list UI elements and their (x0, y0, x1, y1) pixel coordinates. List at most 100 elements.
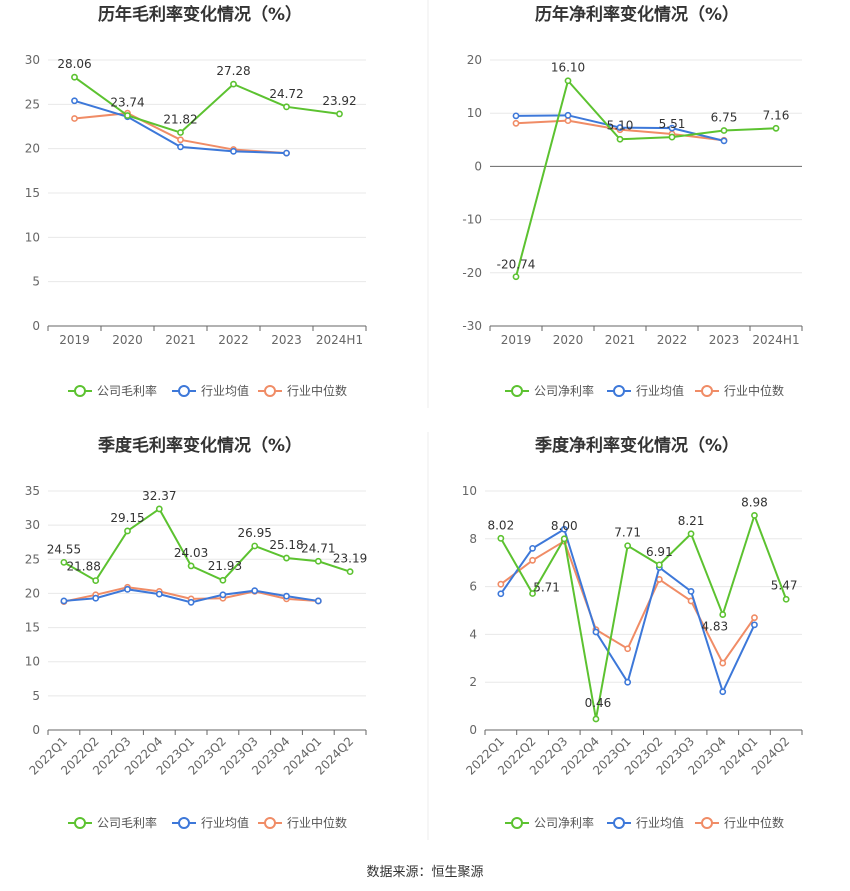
data-point (497, 534, 505, 542)
data-point (71, 115, 78, 122)
x-tick-label: 2022 (218, 333, 249, 347)
data-point (560, 535, 568, 543)
y-tick-label: -20 (462, 266, 482, 280)
data-label: 16.10 (551, 61, 585, 75)
data-point (230, 147, 237, 155)
legend-item[interactable]: 公司毛利率 (97, 383, 157, 398)
y-tick-label: 10 (25, 230, 40, 244)
data-point (720, 127, 728, 134)
data-point (624, 645, 632, 653)
y-tick-label: 10 (25, 655, 40, 669)
data-point (687, 587, 695, 595)
data-point (346, 568, 354, 576)
data-label: 23.19 (333, 552, 367, 566)
data-point (616, 135, 624, 143)
y-tick-label: 30 (25, 53, 40, 67)
data-point (687, 530, 695, 538)
data-label: 32.37 (142, 489, 176, 503)
legend-item[interactable]: 行业中位数 (724, 383, 784, 398)
y-tick-label: 4 (469, 627, 477, 641)
data-point (219, 591, 227, 599)
series-line-avg (500, 527, 756, 695)
y-tick-label: -10 (462, 213, 482, 227)
legend-item[interactable]: 行业中位数 (724, 815, 784, 830)
data-point (624, 678, 632, 686)
y-tick-label: 0 (32, 723, 40, 737)
data-point (71, 73, 78, 81)
data-label: 21.88 (67, 560, 101, 574)
data-label: 25.18 (269, 538, 303, 552)
data-point (512, 112, 520, 120)
data-point (60, 558, 68, 566)
legend-item[interactable]: 行业中位数 (287, 383, 347, 398)
data-point (177, 143, 184, 151)
data-label: 23.74 (110, 96, 144, 110)
data-point (616, 124, 624, 131)
data-point (283, 554, 290, 562)
y-tick-label: 10 (462, 484, 477, 498)
data-label: 4.83 (701, 620, 728, 634)
y-tick-label: 30 (25, 518, 40, 532)
data-point (155, 590, 163, 598)
data-point (187, 562, 195, 570)
legend-item[interactable]: 行业均值 (636, 383, 684, 398)
data-point (187, 598, 195, 606)
data-point (719, 688, 727, 696)
legend-swatch-marker (264, 385, 276, 397)
data-label: 0.46 (585, 696, 612, 710)
data-label: 28.06 (57, 57, 91, 71)
series-line-company (515, 78, 777, 277)
data-point (772, 124, 780, 132)
data-point (668, 124, 676, 132)
data-point (155, 505, 163, 513)
legend-item[interactable]: 行业中位数 (287, 815, 347, 830)
x-tick-label: 2022 (657, 333, 688, 347)
data-point (177, 129, 184, 136)
x-tick-label: 2024H1 (752, 333, 799, 347)
data-point (60, 597, 68, 605)
legend-item[interactable]: 行业均值 (636, 815, 684, 830)
data-point (529, 556, 536, 564)
legend-item[interactable]: 公司净利率 (534, 815, 594, 830)
legend-item[interactable]: 公司净利率 (534, 383, 594, 398)
data-point (497, 590, 505, 598)
y-tick-label: 8 (469, 532, 477, 546)
x-tick-label: 2020 (553, 333, 584, 347)
data-point (512, 273, 520, 281)
data-label: 8.21 (678, 514, 705, 528)
chart-title: 季度毛利率变化情况（%） (98, 435, 302, 456)
legend-item[interactable]: 行业均值 (201, 383, 249, 398)
data-point (230, 80, 237, 88)
y-tick-label: 0 (474, 159, 482, 173)
data-point (177, 136, 184, 144)
data-point (497, 580, 505, 588)
data-point (564, 117, 572, 125)
y-tick-label: 25 (25, 97, 40, 111)
data-point (529, 544, 536, 552)
data-point (71, 97, 78, 105)
x-tick-label: 2024H1 (316, 333, 363, 347)
data-label: 7.16 (763, 108, 790, 122)
chart-title: 季度净利率变化情况（%） (535, 435, 739, 456)
data-label: 5.71 (533, 581, 560, 595)
legend-item[interactable]: 公司毛利率 (97, 815, 157, 830)
legend-swatch-marker (701, 817, 713, 829)
data-point (592, 715, 600, 723)
data-label: 6.91 (646, 545, 673, 559)
data-label: 5.51 (659, 117, 686, 131)
data-point (314, 597, 322, 605)
legend-swatch-marker (74, 385, 86, 397)
legend-item[interactable]: 行业均值 (201, 815, 249, 830)
data-point (336, 110, 343, 118)
data-point (92, 594, 100, 602)
data-point (124, 585, 131, 593)
data-point (782, 595, 790, 603)
y-tick-label: 0 (32, 319, 40, 333)
y-tick-label: 6 (469, 580, 477, 594)
data-point (751, 614, 758, 622)
legend-swatch-marker (264, 817, 276, 829)
data-point (124, 112, 131, 119)
data-label: 24.72 (269, 87, 303, 101)
data-point (564, 111, 572, 119)
legend-swatch-marker (613, 817, 625, 829)
